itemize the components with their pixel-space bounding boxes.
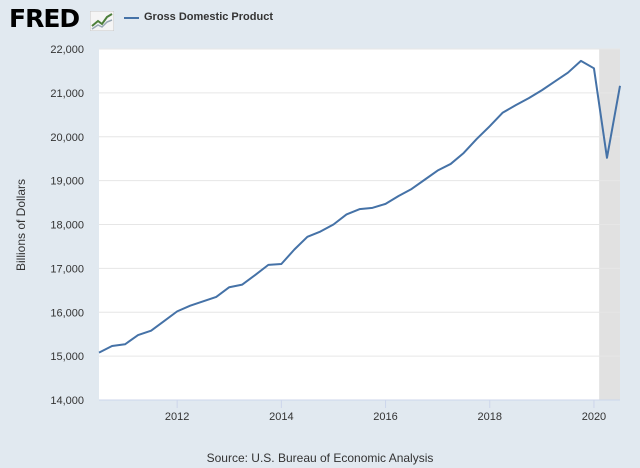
y-tick-label: 20,000 bbox=[50, 132, 84, 144]
y-tick-label: 18,000 bbox=[50, 220, 84, 232]
y-axis-ticks: 14,000 15,000 16,000 17,000 18,000 19,000 20,0… bbox=[50, 44, 84, 407]
x-axis-ticks: 2012 2014 2016 2018 2020 bbox=[165, 400, 606, 423]
x-tick-label: 2012 bbox=[165, 411, 189, 423]
x-tick-label: 2016 bbox=[373, 411, 397, 423]
y-tick-label: 21,000 bbox=[50, 88, 84, 100]
y-tick-label: 17,000 bbox=[50, 263, 84, 275]
header: FRED Gross Domestic Product bbox=[0, 0, 640, 40]
y-axis-label: Billions of Dollars bbox=[14, 179, 28, 271]
grid-lines bbox=[99, 48, 620, 357]
chart-line-icon bbox=[90, 11, 114, 31]
x-tick-label: 2020 bbox=[582, 411, 606, 423]
y-tick-label: 14,000 bbox=[50, 395, 84, 407]
y-tick-label: 22,000 bbox=[50, 44, 84, 56]
x-tick-label: 2014 bbox=[269, 411, 293, 423]
x-tick-label: 2018 bbox=[478, 411, 502, 423]
y-tick-label: 15,000 bbox=[50, 351, 84, 363]
legend-label: Gross Domestic Product bbox=[144, 11, 273, 23]
fred-logo[interactable]: FRED bbox=[9, 4, 80, 33]
y-tick-label: 19,000 bbox=[50, 176, 84, 188]
gdp-series-line[interactable] bbox=[98, 59, 621, 354]
y-tick-label: 16,000 bbox=[50, 307, 84, 319]
legend-swatch bbox=[124, 17, 139, 19]
source-note: Source: U.S. Bureau of Economic Analysis bbox=[206, 451, 434, 465]
